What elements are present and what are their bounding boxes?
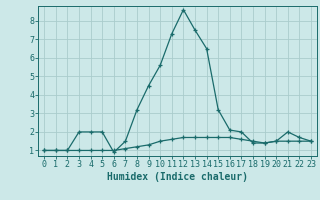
X-axis label: Humidex (Indice chaleur): Humidex (Indice chaleur) (107, 172, 248, 182)
